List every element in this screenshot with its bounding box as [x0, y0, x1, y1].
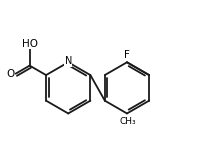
Text: O: O: [6, 69, 14, 79]
Text: CH₃: CH₃: [120, 117, 136, 125]
Text: F: F: [124, 50, 130, 60]
Text: HO: HO: [22, 39, 38, 49]
Text: N: N: [64, 56, 72, 66]
